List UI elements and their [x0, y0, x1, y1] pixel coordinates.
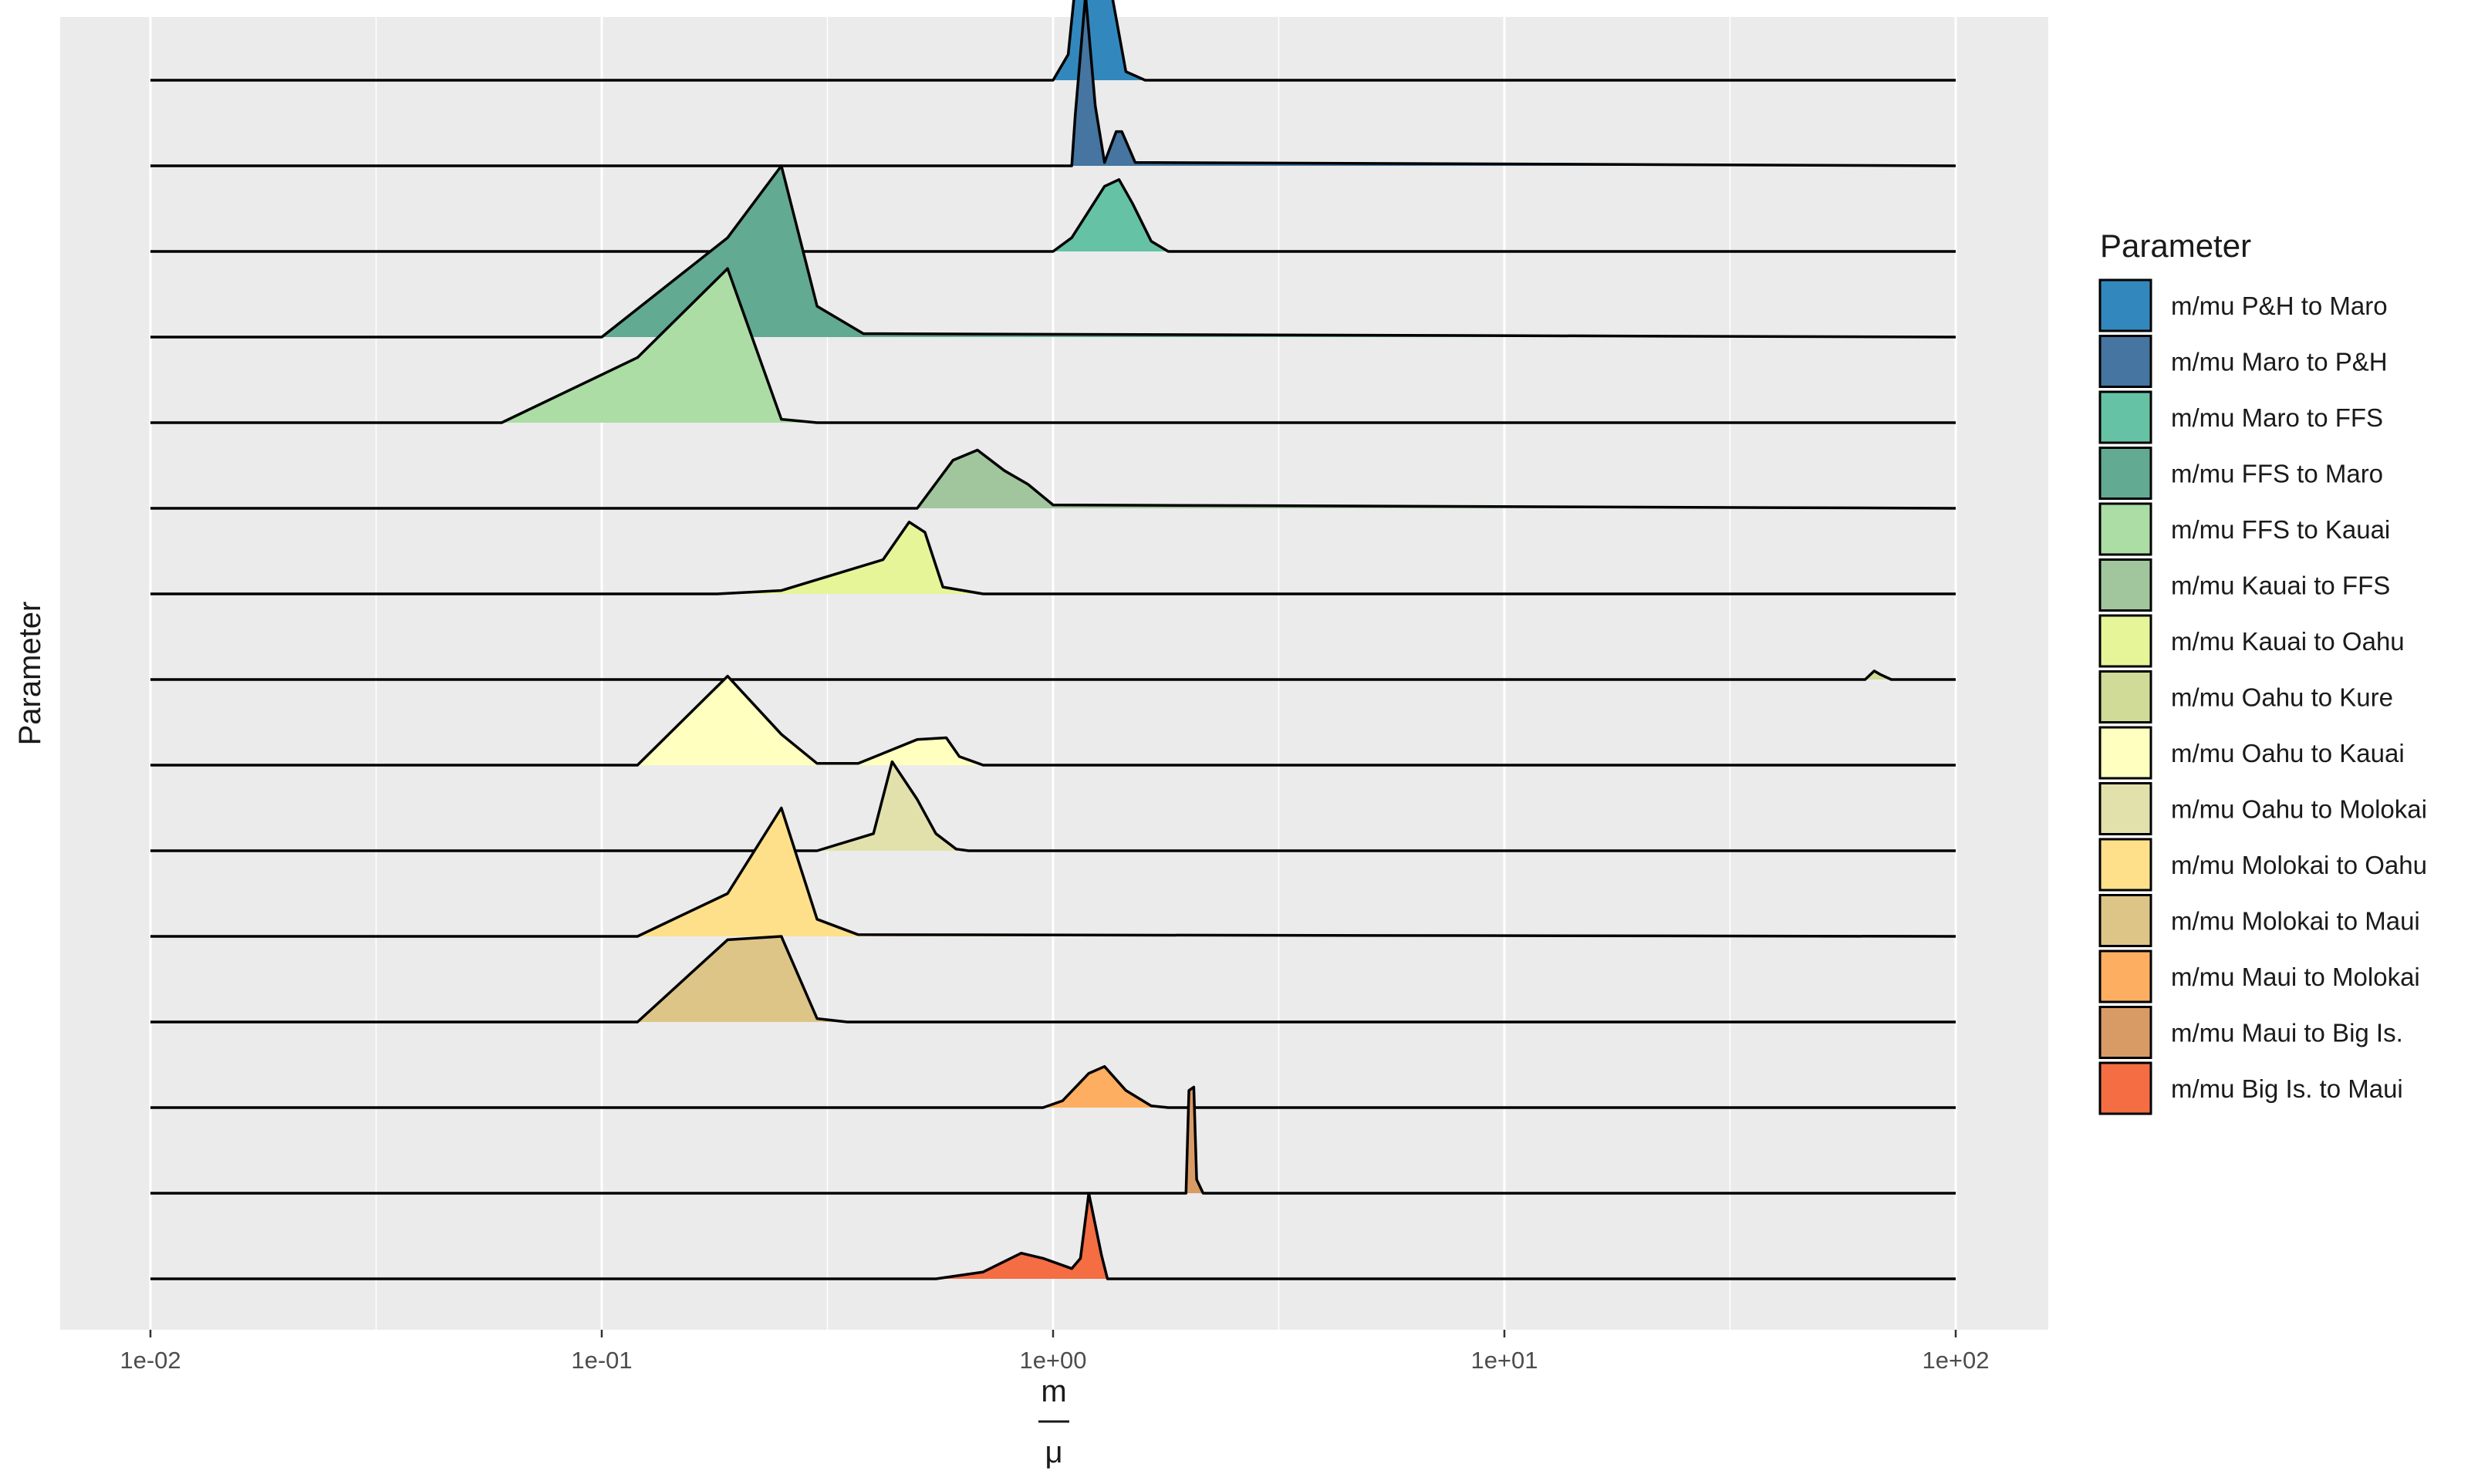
ridge-outline [150, 0, 1956, 167]
ridge-outline [150, 164, 1956, 339]
legend-key [2098, 782, 2152, 835]
legend-key [2098, 614, 2152, 668]
ridges [150, 0, 1956, 1280]
ridge-outline [150, 267, 1956, 424]
legend-label: m/mu Maro to P&H [2171, 348, 2388, 376]
ridge-outline [150, 178, 1956, 253]
legend-label: m/mu FFS to Maro [2171, 460, 2383, 488]
legend-key [2098, 726, 2152, 780]
legend-label: m/mu Molokai to Maui [2171, 907, 2420, 936]
legend-key [2098, 335, 2152, 388]
legend-key [2098, 558, 2152, 612]
grid-lines [149, 17, 1957, 1330]
legend-label: m/mu Maro to FFS [2171, 403, 2383, 432]
legend-label: m/mu Maui to Big Is. [2171, 1019, 2403, 1047]
x-tick-label: 1e+02 [1922, 1347, 1989, 1374]
ridge-outline [150, 1085, 1956, 1195]
legend-key [2098, 894, 2152, 947]
ridge-outline [150, 0, 1956, 82]
ridge-outline [150, 669, 1956, 681]
legend-key [2098, 838, 2152, 892]
legend-key [2098, 502, 2152, 556]
legend-label: m/mu Molokai to Oahu [2171, 851, 2427, 879]
y-axis-title: Parameter [13, 602, 47, 746]
legend-key [2098, 447, 2152, 500]
legend-label: m/mu Kauai to Oahu [2171, 627, 2405, 656]
ridge-outline [150, 1064, 1956, 1109]
legend-label: m/mu Maui to Molokai [2171, 963, 2420, 991]
legend-label: m/mu Oahu to Kauai [2171, 739, 2405, 767]
ridge-outline [150, 448, 1956, 510]
legend-title: Parameter [2100, 228, 2251, 264]
legend-label: m/mu Oahu to Molokai [2171, 795, 2427, 824]
ridge-outline [150, 521, 1956, 595]
ridge-outline [150, 806, 1956, 938]
ridge-outline [150, 674, 1956, 767]
x-tick-label: 1e-01 [571, 1347, 632, 1374]
legend-key [2098, 670, 2152, 723]
legend-key [2098, 390, 2152, 444]
legend-key [2098, 1061, 2152, 1115]
x-axis-title-denominator: μ [1045, 1435, 1062, 1469]
x-axis: 1e-02 1e-01 1e+00 1e+01 1e+02 [120, 1330, 1990, 1374]
ridge-outline [150, 1192, 1956, 1280]
ridge-outline [150, 935, 1956, 1024]
legend-label: m/mu Kauai to FFS [2171, 572, 2390, 600]
legend-label: m/mu P&H to Maro [2171, 292, 2388, 320]
legend-label: m/mu Big Is. to Maui [2171, 1074, 2403, 1103]
legend: m/mu P&H to Maro m/mu Maro to P&H m/mu Mar… [2098, 278, 2427, 1115]
ridge-outline [150, 760, 1956, 852]
x-tick-label: 1e+01 [1470, 1347, 1538, 1374]
legend-key [2098, 278, 2152, 332]
legend-label: m/mu Oahu to Kure [2171, 683, 2393, 712]
legend-key [2098, 1006, 2152, 1059]
legend-key [2098, 949, 2152, 1003]
x-axis-title-numerator: m [1041, 1374, 1066, 1408]
x-tick-label: 1e-02 [120, 1347, 181, 1374]
x-tick-label: 1e+00 [1019, 1347, 1086, 1374]
ridge-fill [150, 268, 1956, 423]
legend-label: m/mu FFS to Kauai [2171, 515, 2390, 544]
